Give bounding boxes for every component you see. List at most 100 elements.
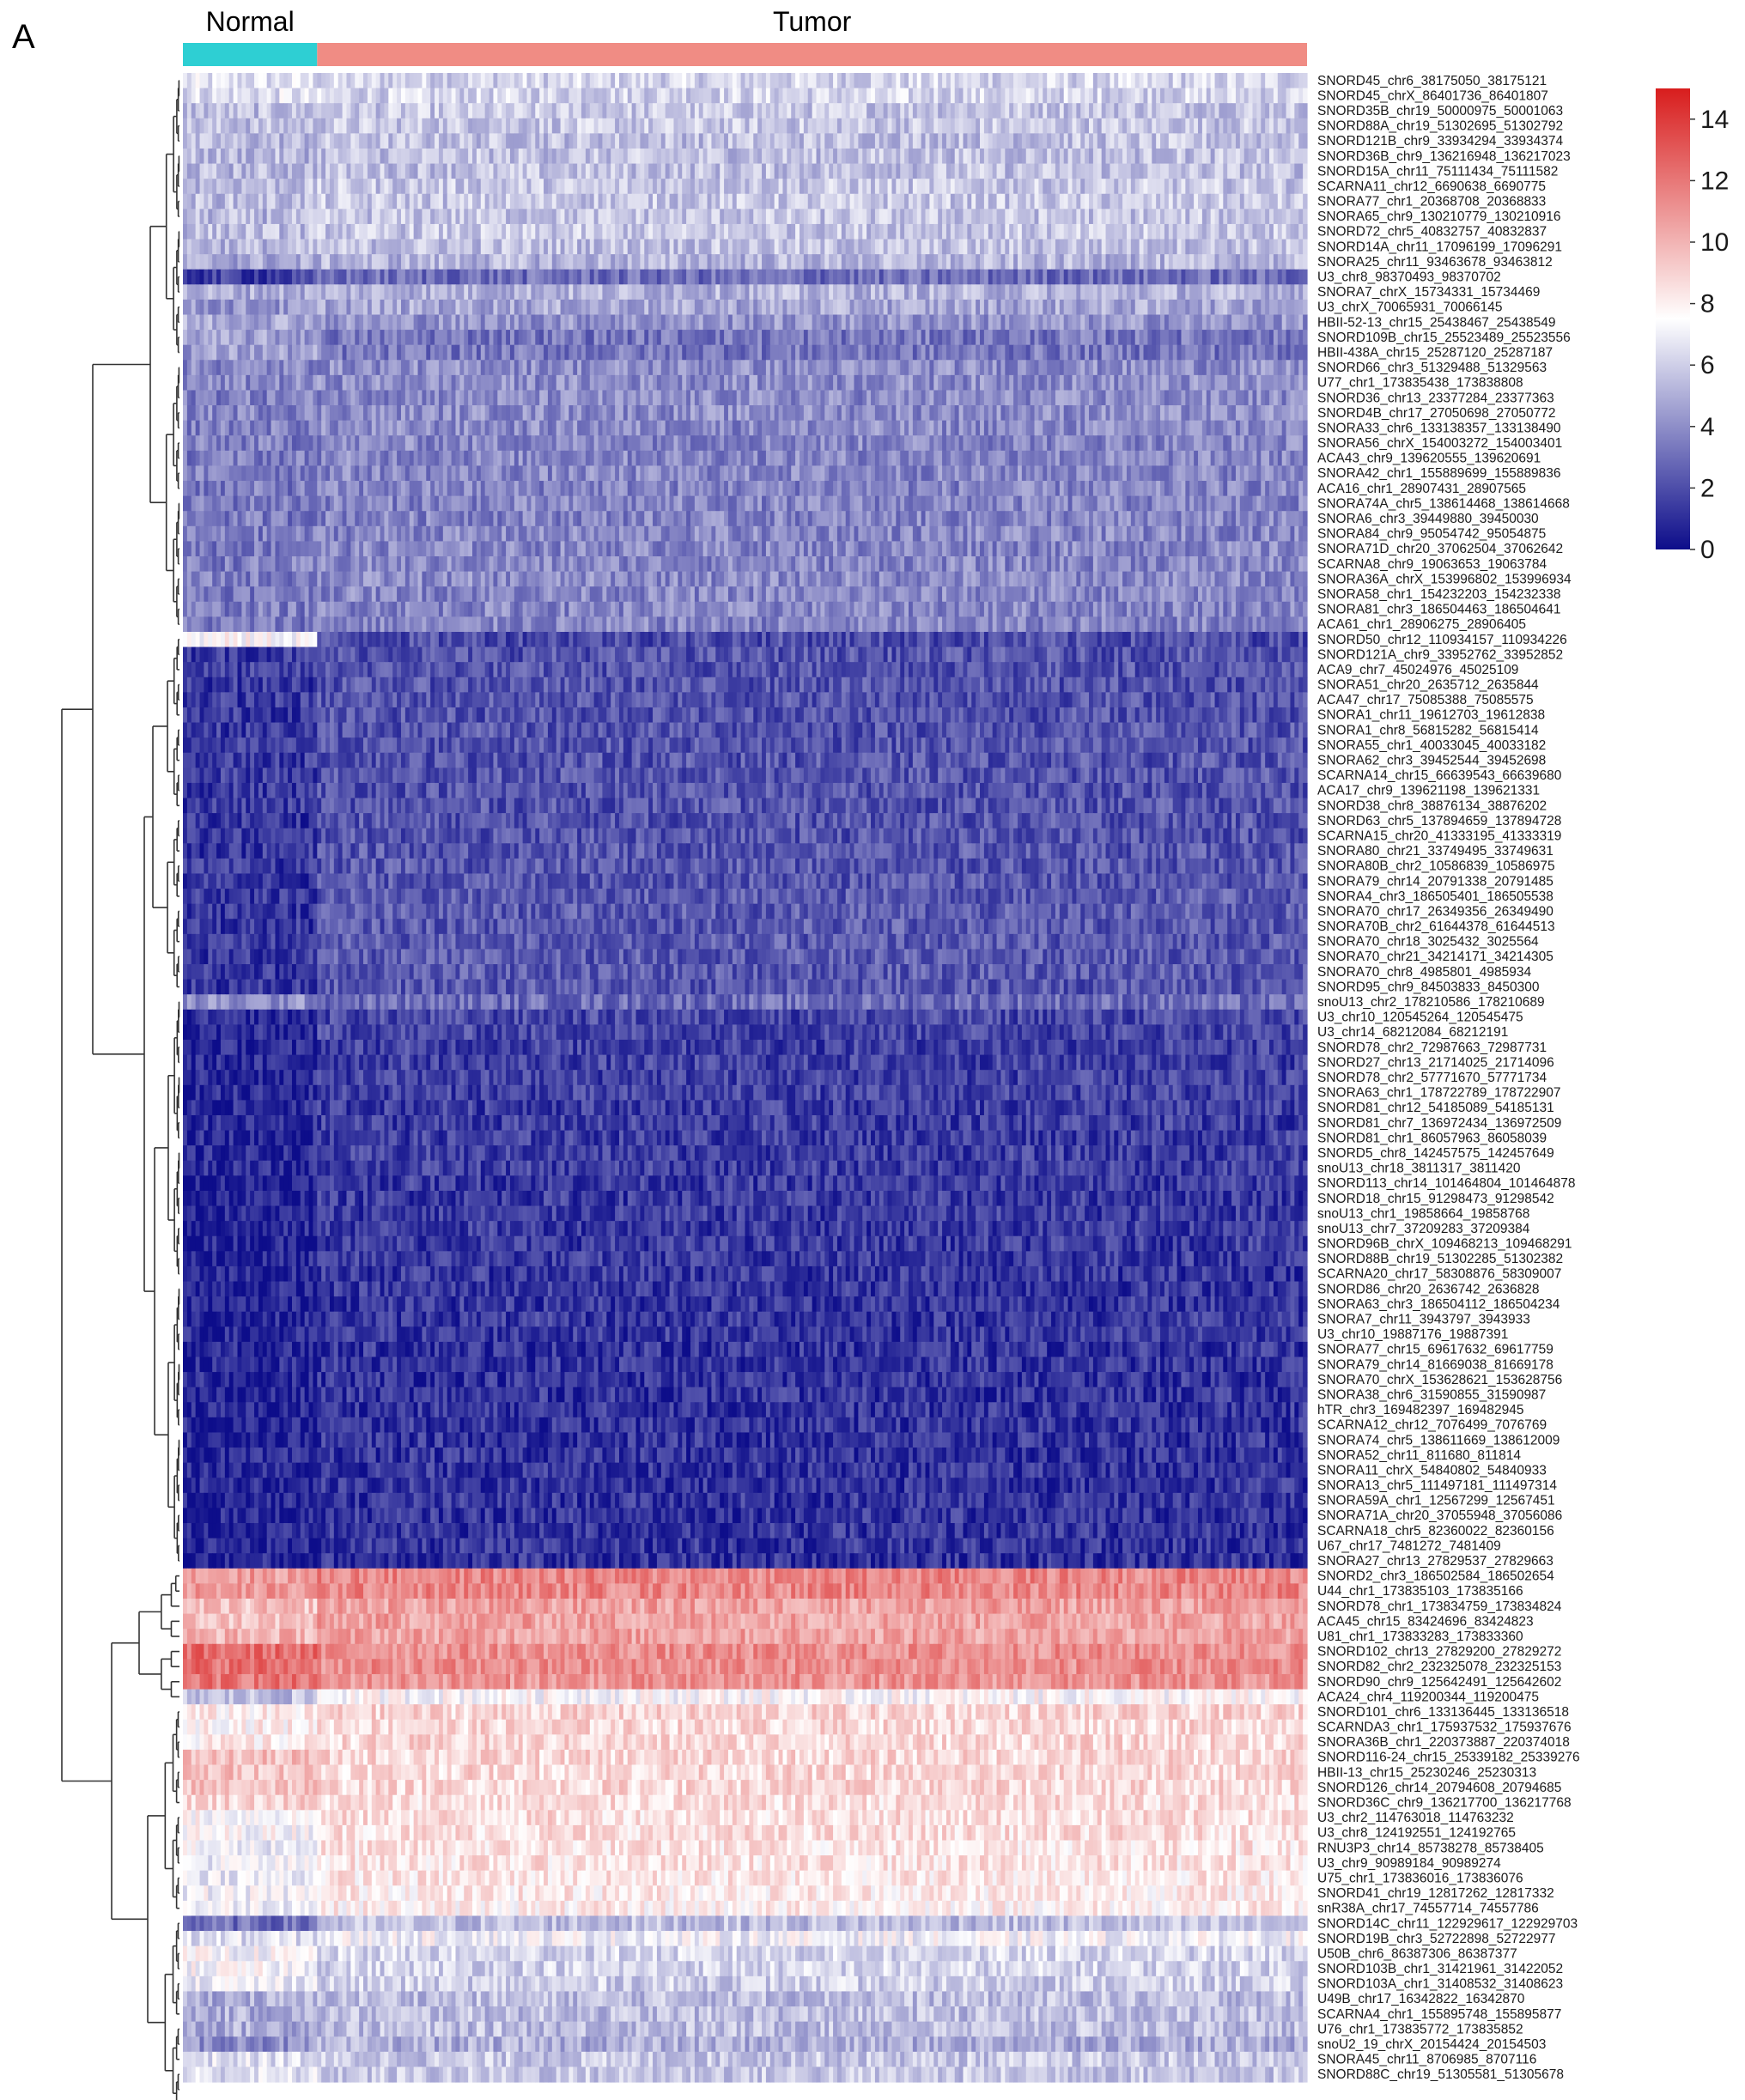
heatmap-cell [1274,194,1278,209]
heatmap-cell [971,103,976,118]
heatmap-cell [246,284,250,300]
heatmap-cell [586,254,590,270]
heatmap-cell [481,284,485,300]
heatmap-cell [1173,73,1177,88]
heatmap-cell [884,149,888,164]
heatmap-cell [1189,254,1194,270]
heatmap-cell [1085,179,1089,194]
heatmap-cell [1160,118,1164,134]
heatmap-cell [552,88,556,104]
heatmap-cell [921,149,926,164]
heatmap-cell [1223,194,1227,209]
heatmap-cell [405,103,410,118]
heatmap-cell [858,103,862,118]
heatmap-cell [657,133,661,149]
heatmap-cell [455,133,459,149]
heatmap-cell [1131,194,1135,209]
heatmap-cell [1177,224,1182,240]
heatmap-cell [904,103,909,118]
heatmap-cell [212,149,216,164]
heatmap-cell [200,88,204,104]
heatmap-cell [267,149,271,164]
heatmap-cell [1064,88,1068,104]
heatmap-cell [657,118,661,134]
heatmap-cell [606,224,611,240]
heatmap-cell [414,164,418,179]
heatmap-cell [745,149,750,164]
heatmap-cell [929,73,933,88]
heatmap-cell [661,224,666,240]
heatmap-cell [426,270,430,285]
heatmap-cell [817,118,821,134]
heatmap-cell [741,224,745,240]
heatmap-cell [573,164,577,179]
heatmap-cell [733,118,737,134]
heatmap-cell [1164,209,1169,224]
heatmap-cell [854,88,858,104]
heatmap-cell [850,179,854,194]
heatmap-cell [309,149,313,164]
heatmap-cell [586,240,590,255]
heatmap-cell [661,254,666,270]
heatmap-cell [661,133,666,149]
heatmap-cell [418,73,423,88]
heatmap-cell [728,194,733,209]
heatmap-cell [762,149,766,164]
heatmap-cell [690,284,695,300]
heatmap-cell [606,284,611,300]
heatmap-cell [1286,194,1291,209]
heatmap-cell [900,179,904,194]
heatmap-cell [443,209,447,224]
heatmap-cell [523,73,527,88]
heatmap-cell [795,194,800,209]
heatmap-cell [477,103,481,118]
heatmap-cell [208,103,212,118]
heatmap-cell [904,164,909,179]
heatmap-cell [959,133,964,149]
heatmap-cell [1147,240,1152,255]
heatmap-cell [439,73,443,88]
heatmap-cell [552,224,556,240]
heatmap-cell [824,270,829,285]
heatmap-cell [577,209,581,224]
heatmap-cell [531,254,535,270]
heatmap-cell [430,254,435,270]
heatmap-cell [301,284,305,300]
heatmap-cell [929,179,933,194]
heatmap-cell [359,270,363,285]
heatmap-cell [258,103,263,118]
heatmap-cell [368,103,372,118]
heatmap-cell [891,240,896,255]
heatmap-cell [573,270,577,285]
heatmap-cell [670,209,674,224]
heatmap-cell [921,240,926,255]
heatmap-cell [862,164,866,179]
heatmap-cell [682,88,686,104]
heatmap-cell [879,118,884,134]
heatmap-cell [410,224,414,240]
heatmap-cell [241,194,246,209]
heatmap-cell [279,240,283,255]
heatmap-cell [372,149,376,164]
heatmap-cell [657,284,661,300]
heatmap-cell [963,103,967,118]
heatmap-cell [497,118,502,134]
heatmap-cell [858,240,862,255]
heatmap-cell [556,240,561,255]
heatmap-cell [250,88,254,104]
heatmap-cell [846,194,850,209]
heatmap-cell [733,209,737,224]
heatmap-cell [221,118,225,134]
heatmap-cell [192,179,196,194]
heatmap-cell [309,224,313,240]
heatmap-cell [787,224,791,240]
heatmap-cell [388,254,392,270]
heatmap-cell [1043,179,1047,194]
heatmap-cell [929,149,933,164]
heatmap-cell [1110,164,1114,179]
heatmap-cell [997,224,1001,240]
heatmap-cell [468,73,472,88]
heatmap-cell [212,254,216,270]
heatmap-cell [343,73,347,88]
heatmap-cell [225,209,229,224]
